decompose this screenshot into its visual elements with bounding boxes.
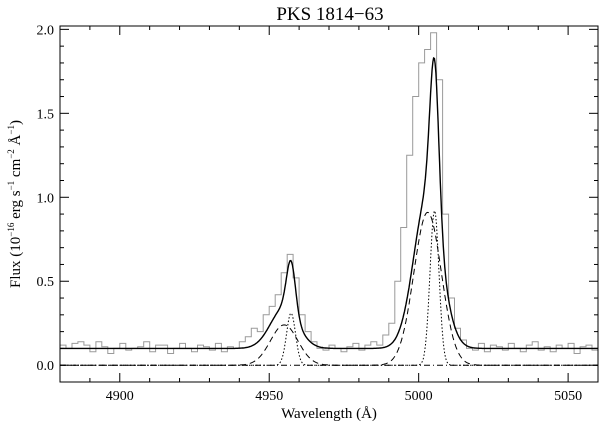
plot-area xyxy=(60,32,598,366)
chart-title: PKS 1814−63 xyxy=(276,4,383,25)
y-tick-label: 1.5 xyxy=(37,107,55,122)
x-tick-label: 4900 xyxy=(106,389,134,404)
narrow-component xyxy=(60,209,598,366)
y-tick-label: 0.5 xyxy=(37,275,55,290)
x-axis-label: Wavelength (Å) xyxy=(281,406,377,422)
x-tick-label: 5050 xyxy=(554,389,582,404)
y-tick-label: 1.0 xyxy=(37,191,55,206)
x-tick-label: 5000 xyxy=(405,389,433,404)
y-tick-label: 2.0 xyxy=(37,23,55,38)
y-tick-label: 0.0 xyxy=(37,359,55,374)
y-axis-label: Flux (10−16 erg s−1 cm−2 Å−1) xyxy=(6,120,24,288)
plot-frame xyxy=(59,25,599,383)
x-axis: 4900 4950 5000 5050 xyxy=(59,26,599,404)
broad-component xyxy=(60,211,598,366)
total-fit xyxy=(60,56,598,350)
y-axis: 0.0 0.5 1.0 1.5 2.0 xyxy=(37,23,598,383)
x-tick-label: 4950 xyxy=(255,389,283,404)
observed-spectrum xyxy=(60,32,598,354)
